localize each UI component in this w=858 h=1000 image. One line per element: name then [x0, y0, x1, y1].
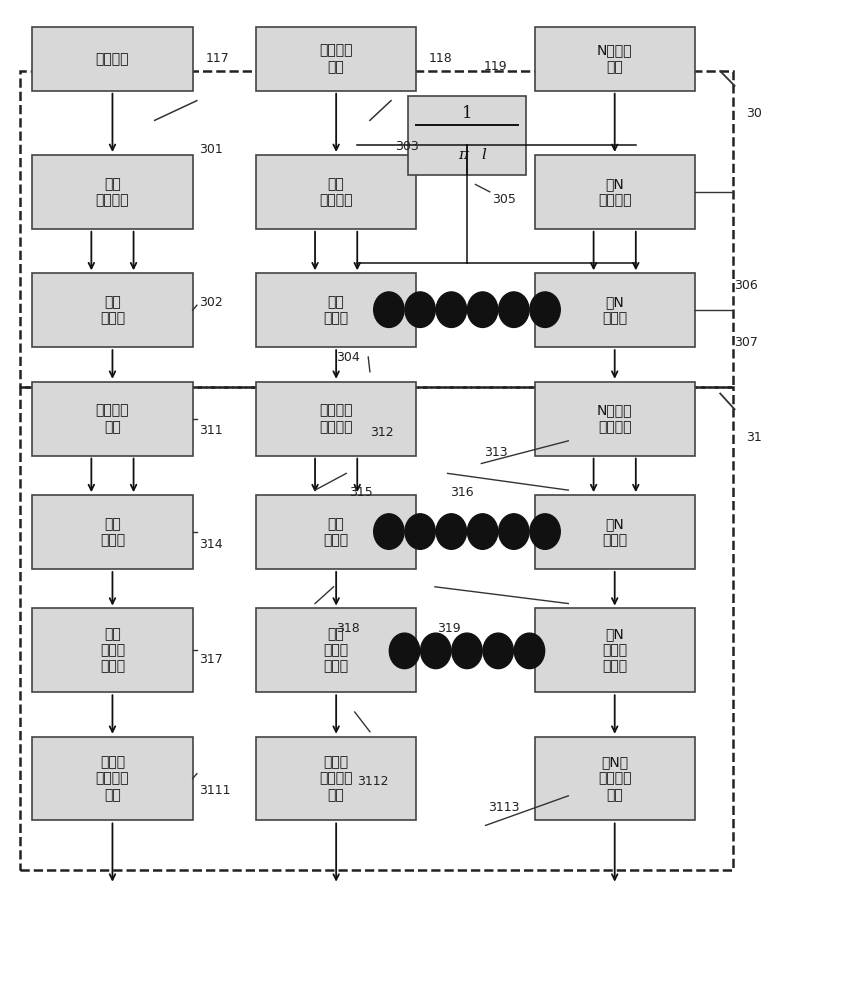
Bar: [535, 273, 695, 347]
Text: 第二
卷积器: 第二 卷积器: [323, 295, 348, 325]
Text: 基波成分: 基波成分: [96, 52, 130, 66]
Bar: [408, 96, 526, 175]
Circle shape: [374, 514, 404, 549]
Text: 基波变换
分量: 基波变换 分量: [96, 404, 130, 434]
Bar: [20, 71, 733, 387]
Text: 311: 311: [199, 424, 223, 437]
Text: 第N路
被测相位
信号: 第N路 被测相位 信号: [598, 755, 631, 802]
Bar: [535, 382, 695, 456]
Bar: [256, 382, 416, 456]
Text: 319: 319: [438, 622, 461, 635]
Circle shape: [436, 292, 467, 327]
Text: 117: 117: [205, 52, 229, 65]
Bar: [256, 27, 416, 91]
Text: 第一路
被测相位
信号: 第一路 被测相位 信号: [96, 755, 130, 802]
Text: 二次谐波
变换分量: 二次谐波 变换分量: [319, 404, 353, 434]
Text: 30: 30: [746, 107, 762, 120]
Text: 313: 313: [484, 446, 507, 459]
Text: 317: 317: [199, 653, 223, 666]
Text: 307: 307: [734, 336, 758, 349]
Circle shape: [498, 514, 529, 549]
Bar: [20, 387, 733, 870]
Text: 第N
除法器: 第N 除法器: [602, 517, 627, 547]
Bar: [33, 155, 193, 229]
Circle shape: [405, 292, 435, 327]
Text: 第二
高通滤波: 第二 高通滤波: [319, 177, 353, 207]
Bar: [256, 273, 416, 347]
Circle shape: [420, 633, 451, 669]
Text: 302: 302: [199, 296, 223, 309]
Circle shape: [390, 633, 420, 669]
Text: 第N
高通滤波: 第N 高通滤波: [598, 177, 631, 207]
Text: 第一
反正切
子模块: 第一 反正切 子模块: [100, 627, 125, 674]
Text: 314: 314: [199, 538, 223, 551]
Text: 304: 304: [336, 351, 360, 364]
Text: 第一
除法器: 第一 除法器: [100, 517, 125, 547]
Text: N次谐波
成分: N次谐波 成分: [597, 44, 632, 74]
Text: 305: 305: [492, 193, 517, 206]
Bar: [256, 737, 416, 820]
Bar: [33, 27, 193, 91]
Circle shape: [405, 514, 435, 549]
Bar: [535, 155, 695, 229]
Text: 第N
卷积器: 第N 卷积器: [602, 295, 627, 325]
Text: 第N
反正切
子模块: 第N 反正切 子模块: [602, 627, 627, 674]
Bar: [535, 495, 695, 569]
Bar: [535, 737, 695, 820]
Circle shape: [452, 633, 482, 669]
Circle shape: [514, 633, 545, 669]
Text: 1: 1: [462, 105, 472, 122]
Text: 第二路
被测相位
信号: 第二路 被测相位 信号: [319, 755, 353, 802]
Bar: [535, 27, 695, 91]
Bar: [33, 495, 193, 569]
Text: 第二
反正切
子模块: 第二 反正切 子模块: [323, 627, 348, 674]
Circle shape: [374, 292, 404, 327]
Circle shape: [530, 292, 560, 327]
Text: 第一
卷积器: 第一 卷积器: [100, 295, 125, 325]
Circle shape: [468, 514, 498, 549]
Text: 3111: 3111: [199, 784, 231, 797]
Text: π: π: [458, 148, 468, 162]
Text: 118: 118: [429, 52, 453, 65]
Bar: [535, 608, 695, 692]
Bar: [33, 737, 193, 820]
Circle shape: [483, 633, 513, 669]
Bar: [33, 382, 193, 456]
Bar: [256, 608, 416, 692]
Text: 3112: 3112: [357, 775, 389, 788]
Bar: [33, 273, 193, 347]
Bar: [256, 495, 416, 569]
Bar: [33, 608, 193, 692]
Bar: [256, 155, 416, 229]
Text: 303: 303: [396, 140, 419, 153]
Text: l: l: [481, 148, 486, 162]
Text: 316: 316: [450, 486, 474, 499]
Circle shape: [436, 514, 467, 549]
Circle shape: [468, 292, 498, 327]
Text: 318: 318: [336, 622, 360, 635]
Text: 306: 306: [734, 279, 758, 292]
Text: 301: 301: [199, 143, 223, 156]
Text: 31: 31: [746, 431, 762, 444]
Text: 3113: 3113: [488, 801, 520, 814]
Text: 312: 312: [370, 426, 394, 439]
Text: N次谐波
变换分量: N次谐波 变换分量: [597, 404, 632, 434]
Text: 119: 119: [484, 60, 507, 73]
Text: 第一
高通滤波: 第一 高通滤波: [96, 177, 130, 207]
Circle shape: [498, 292, 529, 327]
Text: 315: 315: [349, 486, 372, 499]
Text: 二次谐波
成分: 二次谐波 成分: [319, 44, 353, 74]
Text: 第二
除法器: 第二 除法器: [323, 517, 348, 547]
Circle shape: [530, 514, 560, 549]
